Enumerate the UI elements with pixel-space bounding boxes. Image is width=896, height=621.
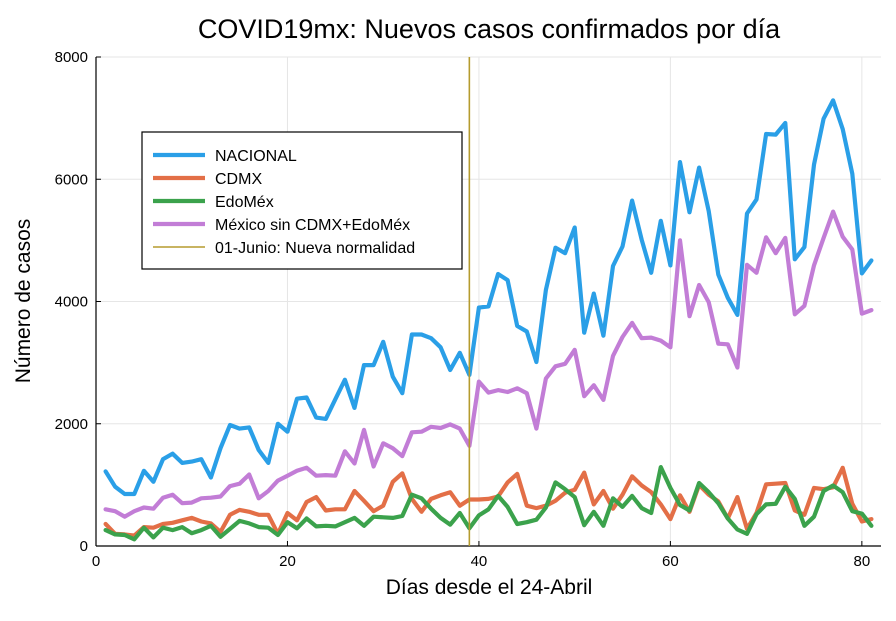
x-tick-label: 80 bbox=[854, 553, 871, 570]
plot-area bbox=[103, 57, 874, 546]
legend: NACIONAL CDMX EdoMéx México sin CDMX+EdoMéx… bbox=[141, 131, 463, 270]
chart-title: COVID19mx: Nuevos casos confirmados por … bbox=[198, 14, 781, 44]
x-tick-label: 0 bbox=[92, 553, 100, 570]
x-tick-label: 40 bbox=[471, 553, 488, 570]
y-tick-label: 8000 bbox=[55, 49, 88, 66]
x-tick-label: 60 bbox=[662, 553, 679, 570]
y-axis-label: Número de casos bbox=[12, 219, 35, 384]
series-line-cdmx bbox=[103, 465, 874, 538]
series-line-nacional bbox=[103, 98, 874, 497]
legend-label: 01-Junio: Nueva normalidad bbox=[215, 240, 415, 257]
y-tick-label: 2000 bbox=[55, 416, 88, 433]
legend-label: CDMX bbox=[215, 171, 262, 188]
y-tick-label: 0 bbox=[80, 538, 88, 555]
y-tick-label: 4000 bbox=[55, 294, 88, 311]
series-line-edomex bbox=[103, 465, 874, 542]
x-axis-label: Días desde el 24-Abril bbox=[386, 576, 593, 599]
axes bbox=[95, 56, 881, 547]
y-tick-label: 6000 bbox=[55, 171, 88, 188]
legend-label: EdoMéx bbox=[215, 194, 274, 211]
legend-label: NACIONAL bbox=[215, 148, 297, 165]
legend-label: México sin CDMX+EdoMéx bbox=[215, 217, 410, 234]
series-line-mexico-sin-cdmx-edomex bbox=[103, 209, 874, 519]
tick-labels: 0 20 40 60 80 0 2000 4000 6000 8000 bbox=[55, 49, 871, 570]
x-tick-label: 20 bbox=[279, 553, 296, 570]
